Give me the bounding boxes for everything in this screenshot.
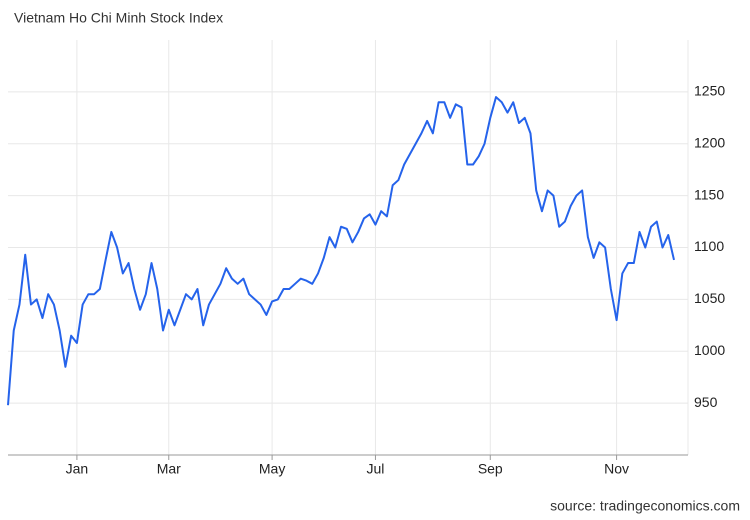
x-tick-label: Jan: [66, 461, 89, 477]
y-tick-label: 1000: [694, 342, 725, 358]
y-tick-label: 1100: [694, 238, 724, 254]
chart-title: Vietnam Ho Chi Minh Stock Index: [14, 10, 223, 26]
y-tick-label: 1200: [694, 134, 725, 150]
y-tick-label: 950: [694, 394, 718, 410]
y-tick-label: 1050: [694, 290, 725, 306]
y-tick-label: 1250: [694, 83, 725, 99]
source-note: source: tradingeconomics.com: [550, 498, 740, 514]
x-tick-label: Mar: [157, 461, 181, 477]
x-tick-label: Jul: [366, 461, 384, 477]
x-tick-label: Nov: [604, 461, 629, 477]
y-tick-label: 1150: [694, 186, 724, 202]
x-tick-label: Sep: [478, 461, 503, 477]
x-tick-label: May: [259, 461, 285, 477]
data-line: [7, 96, 675, 406]
